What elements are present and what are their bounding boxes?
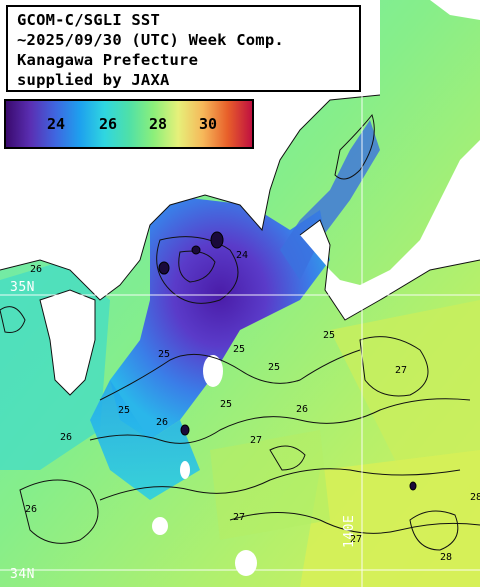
title-line-3: Kanagawa Prefecture xyxy=(17,51,199,69)
contour-label: 26 xyxy=(156,417,168,428)
island xyxy=(203,355,223,387)
title-line-2: ~2025/09/30 (UTC) Week Comp. xyxy=(17,31,284,49)
contour-lines xyxy=(0,94,480,551)
land-mass xyxy=(300,140,480,320)
warm-water-patch xyxy=(210,430,330,540)
colorbar-tick-label: 28 xyxy=(149,115,168,133)
contour-label: 27 xyxy=(395,365,407,376)
island xyxy=(180,461,190,479)
colorbar-legend: 24 26 28 30 xyxy=(4,99,254,149)
cold-cores xyxy=(158,231,417,491)
contour-label: 27 xyxy=(350,534,362,545)
contour-label: 26 xyxy=(25,504,37,515)
longitude-label: 140E xyxy=(342,514,357,548)
warm-water-patch xyxy=(330,300,480,470)
contour-label: 27 xyxy=(250,435,262,446)
contour-label: 27 xyxy=(233,512,245,523)
latitude-label: 34N xyxy=(10,567,35,582)
bay-cold-water xyxy=(110,198,330,440)
contour-label: 25 xyxy=(158,349,170,360)
contour-label: 25 xyxy=(268,362,280,373)
contour-label: 26 xyxy=(30,264,42,275)
latitude-label: 35N xyxy=(10,280,35,295)
colorbar-tick-label: 26 xyxy=(99,115,118,133)
colorbar-tick-label: 24 xyxy=(47,115,66,133)
contour-labels: 24 25 25 25 25 25 25 26 26 26 26 26 27 27 27 27 28 28 xyxy=(25,250,480,563)
colorbar-gradient xyxy=(6,101,252,147)
title-line-4: supplied by JAXA xyxy=(17,71,170,89)
colorbar-tick-label: 30 xyxy=(199,115,218,133)
title-panel: GCOM-C/SGLI SST ~2025/09/30 (UTC) Week C… xyxy=(6,5,361,92)
contour-label: 28 xyxy=(470,492,480,503)
title-line-1: GCOM-C/SGLI SST xyxy=(17,11,160,29)
warm-water-patch xyxy=(300,450,480,587)
island xyxy=(235,550,257,576)
contour-label: 25 xyxy=(220,399,232,410)
contour-label: 25 xyxy=(233,344,245,355)
contour-label: 25 xyxy=(118,405,130,416)
contour-label: 25 xyxy=(323,330,335,341)
land-mass xyxy=(430,0,480,20)
island xyxy=(152,517,168,535)
contour-label: 28 xyxy=(440,552,452,563)
contour-label: 24 xyxy=(236,250,248,261)
contour-label: 26 xyxy=(296,404,308,415)
channel-water xyxy=(90,380,200,500)
contour-label: 26 xyxy=(60,432,72,443)
